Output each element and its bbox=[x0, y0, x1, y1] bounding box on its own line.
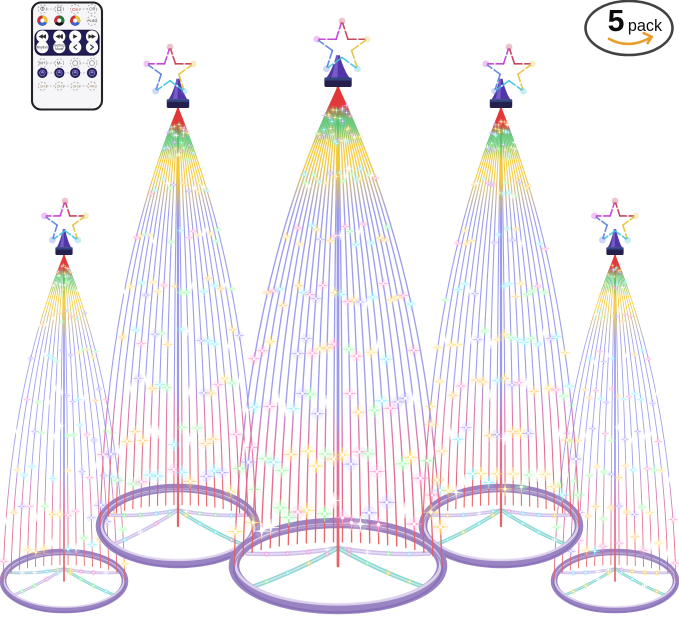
svg-text:1H: 1H bbox=[40, 84, 45, 89]
svg-text:M-: M- bbox=[57, 61, 63, 66]
svg-text:4H: 4H bbox=[89, 84, 94, 89]
svg-text:2H: 2H bbox=[57, 84, 62, 89]
svg-text:Off: Off bbox=[89, 7, 96, 12]
svg-text:On: On bbox=[72, 7, 79, 13]
svg-text:5: 5 bbox=[608, 5, 625, 38]
svg-text:Rhythm: Rhythm bbox=[37, 45, 49, 49]
svg-text:Mode: Mode bbox=[55, 47, 63, 51]
svg-text:Auto: Auto bbox=[87, 18, 97, 23]
svg-text:3H: 3H bbox=[73, 84, 78, 89]
svg-text:pack: pack bbox=[628, 17, 663, 35]
svg-text:M+: M+ bbox=[39, 61, 46, 66]
